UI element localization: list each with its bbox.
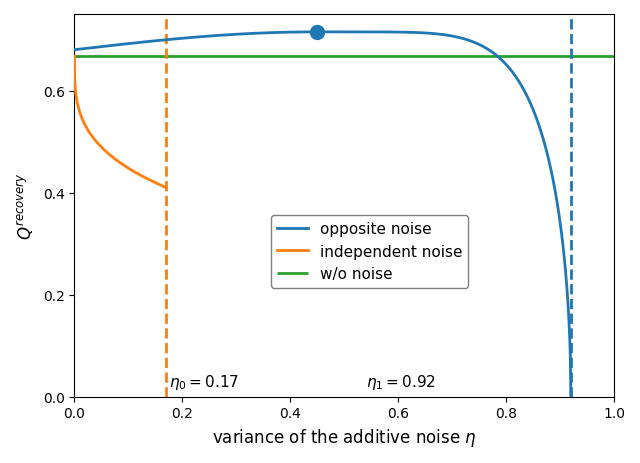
Line: independent noise: independent noise <box>74 57 166 188</box>
opposite noise <box>408 31 415 36</box>
Text: $\eta_0 = 0.17$: $\eta_0 = 0.17$ <box>169 372 239 391</box>
Text: $\eta_1 = 0.92$: $\eta_1 = 0.92$ <box>366 372 436 391</box>
independent noise <box>125 166 133 172</box>
Y-axis label: $Q^{recovery}$: $Q^{recovery}$ <box>15 172 36 240</box>
X-axis label: variance of the additive noise $\eta$: variance of the additive noise $\eta$ <box>212 426 477 448</box>
opposite noise <box>567 394 575 400</box>
opposite noise <box>469 40 477 45</box>
opposite noise <box>397 30 405 36</box>
independent noise <box>70 54 78 60</box>
independent noise <box>125 166 132 172</box>
opposite noise <box>511 74 519 79</box>
independent noise <box>148 179 156 184</box>
independent noise <box>154 181 161 187</box>
opposite noise <box>110 44 118 49</box>
independent noise <box>71 78 79 83</box>
independent noise <box>163 185 170 191</box>
Line: opposite noise: opposite noise <box>74 33 571 397</box>
independent noise <box>127 167 134 173</box>
opposite noise <box>420 31 428 37</box>
opposite noise <box>70 48 78 53</box>
opposite noise <box>314 30 321 36</box>
Legend: opposite noise, independent noise, w/o noise: opposite noise, independent noise, w/o n… <box>271 216 468 288</box>
